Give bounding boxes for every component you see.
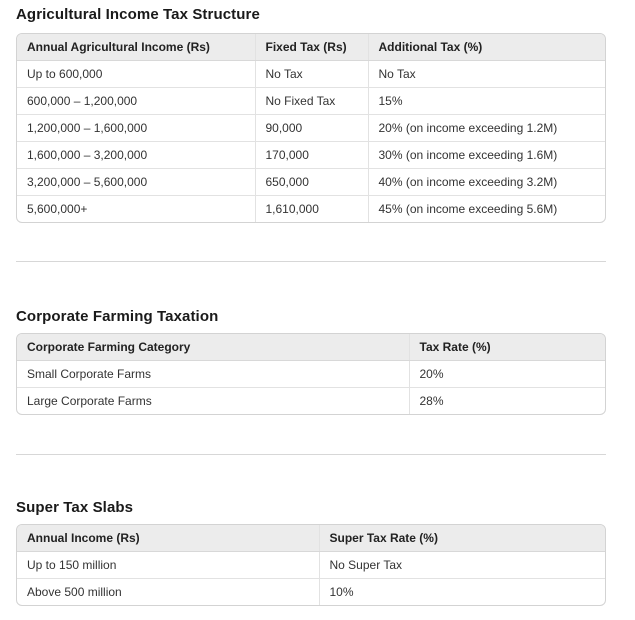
table-row: 600,000 – 1,200,000 No Fixed Tax 15% <box>17 87 605 115</box>
table-row: 1,200,000 – 1,600,000 90,000 20% (on incom… <box>17 114 605 142</box>
section-divider <box>16 261 606 262</box>
section-corporate-farming-taxation: Corporate Farming Taxation Corporate Far… <box>16 307 606 415</box>
table-cell: 40% (on income exceeding 3.2M) <box>368 168 605 196</box>
column-header: Corporate Farming Category <box>17 334 410 361</box>
table-cell: Up to 150 million <box>17 551 320 579</box>
table-cell: 170,000 <box>255 141 369 169</box>
corporate-farming-taxation-table: Corporate Farming Category Tax Rate (%) S… <box>17 334 605 414</box>
table-cell: 20% <box>409 360 605 388</box>
table-cell: 10% <box>329 585 354 599</box>
table-cell: 1,200,000 – 1,600,000 <box>17 114 256 142</box>
section-title-agricultural-income-tax: Agricultural Income Tax Structure <box>16 6 260 23</box>
column-header: Tax Rate (%) <box>409 334 605 361</box>
table-cell: No Tax <box>255 60 369 88</box>
table-cell: 650,000 <box>255 168 369 196</box>
section-title-corporate-farming-taxation: Corporate Farming Taxation <box>16 308 219 325</box>
table-row: 1,600,000 – 3,200,000 170,000 30% (on inco… <box>17 141 605 169</box>
section-super-tax-slabs: Super Tax Slabs Annual Income (Rs) Super … <box>16 498 606 606</box>
table-cell: No Super Tax <box>319 551 605 579</box>
table-cell: 600,000 – 1,200,000 <box>17 87 256 115</box>
column-header: Additional Tax (%) <box>368 34 605 61</box>
table-body: Small Corporate Farms 20% Large Corporate … <box>17 360 605 414</box>
table-row: Up to 600,000 No Tax No Tax <box>17 60 605 88</box>
table-body: Up to 150 million No Super Tax Above 500 m… <box>17 551 605 605</box>
table-cell: 1,610,000 <box>255 195 369 222</box>
table-cell: No Tax <box>368 60 605 88</box>
table-row: 5,600,000+ 1,610,000 45% (on income exceed… <box>17 195 605 222</box>
table-header: Annual Income (Rs) Super Tax Rate (%) <box>17 525 605 552</box>
table-container: Annual Income (Rs) Super Tax Rate (%) Up … <box>16 524 606 606</box>
table-row: 3,200,000 – 5,600,000 650,000 40% (on inco… <box>17 168 605 196</box>
table-row: Up to 150 million No Super Tax <box>17 551 605 579</box>
table-container: Corporate Farming Category Tax Rate (%) S… <box>16 333 606 415</box>
table-cell: 1,600,000 – 3,200,000 <box>17 141 256 169</box>
table-cell: 20% (on income exceeding 1.2M) <box>368 114 605 142</box>
table-cell: 3,200,000 – 5,600,000 <box>17 168 256 196</box>
table-cell: 90,000 <box>255 114 369 142</box>
table-cell: 30% (on income exceeding 1.6M) <box>368 141 605 169</box>
table-cell: Above 500 million <box>17 578 320 605</box>
column-header: Annual Income (Rs) <box>17 525 320 552</box>
column-header: Fixed Tax (Rs) <box>255 34 369 61</box>
page: Agricultural Income Tax Structure Annual… <box>16 5 606 606</box>
table-row: Above 500 million 10% <box>17 578 605 605</box>
column-header: Super Tax Rate (%) <box>319 525 605 552</box>
table-row: Small Corporate Farms 20% <box>17 360 605 388</box>
section-divider <box>16 454 606 455</box>
header-row: Annual Income (Rs) Super Tax Rate (%) <box>17 525 605 552</box>
table-header: Corporate Farming Category Tax Rate (%) <box>17 334 605 361</box>
header-row: Annual Agricultural Income (Rs) Fixed Tax… <box>17 34 605 61</box>
table-container: Annual Agricultural Income (Rs) Fixed Tax… <box>16 33 606 223</box>
table-row: Large Corporate Farms 28% <box>17 387 605 414</box>
table-cell: Up to 600,000 <box>17 60 256 88</box>
table-body: Up to 600,000 No Tax No Tax 600,000 – 1,200… <box>17 60 605 222</box>
column-header: Annual Agricultural Income (Rs) <box>17 34 256 61</box>
table-header: Annual Agricultural Income (Rs) Fixed Tax… <box>17 34 605 61</box>
header-row: Corporate Farming Category Tax Rate (%) <box>17 334 605 361</box>
agricultural-income-tax-table: Annual Agricultural Income (Rs) Fixed Tax… <box>17 34 605 222</box>
section-agricultural-income-tax: Agricultural Income Tax Structure Annual… <box>16 5 606 223</box>
table-cell: 5,600,000+ <box>17 195 256 222</box>
table-cell: No Fixed Tax <box>255 87 369 115</box>
table-cell: 45% (on income exceeding 5.6M) <box>378 202 558 216</box>
table-cell: Large Corporate Farms <box>17 387 410 414</box>
section-title-super-tax-slabs: Super Tax Slabs <box>16 499 134 516</box>
table-cell: 15% <box>368 87 605 115</box>
table-cell: 28% <box>419 394 444 408</box>
table-cell: Small Corporate Farms <box>17 360 410 388</box>
super-tax-slabs-table: Annual Income (Rs) Super Tax Rate (%) Up … <box>17 525 605 605</box>
